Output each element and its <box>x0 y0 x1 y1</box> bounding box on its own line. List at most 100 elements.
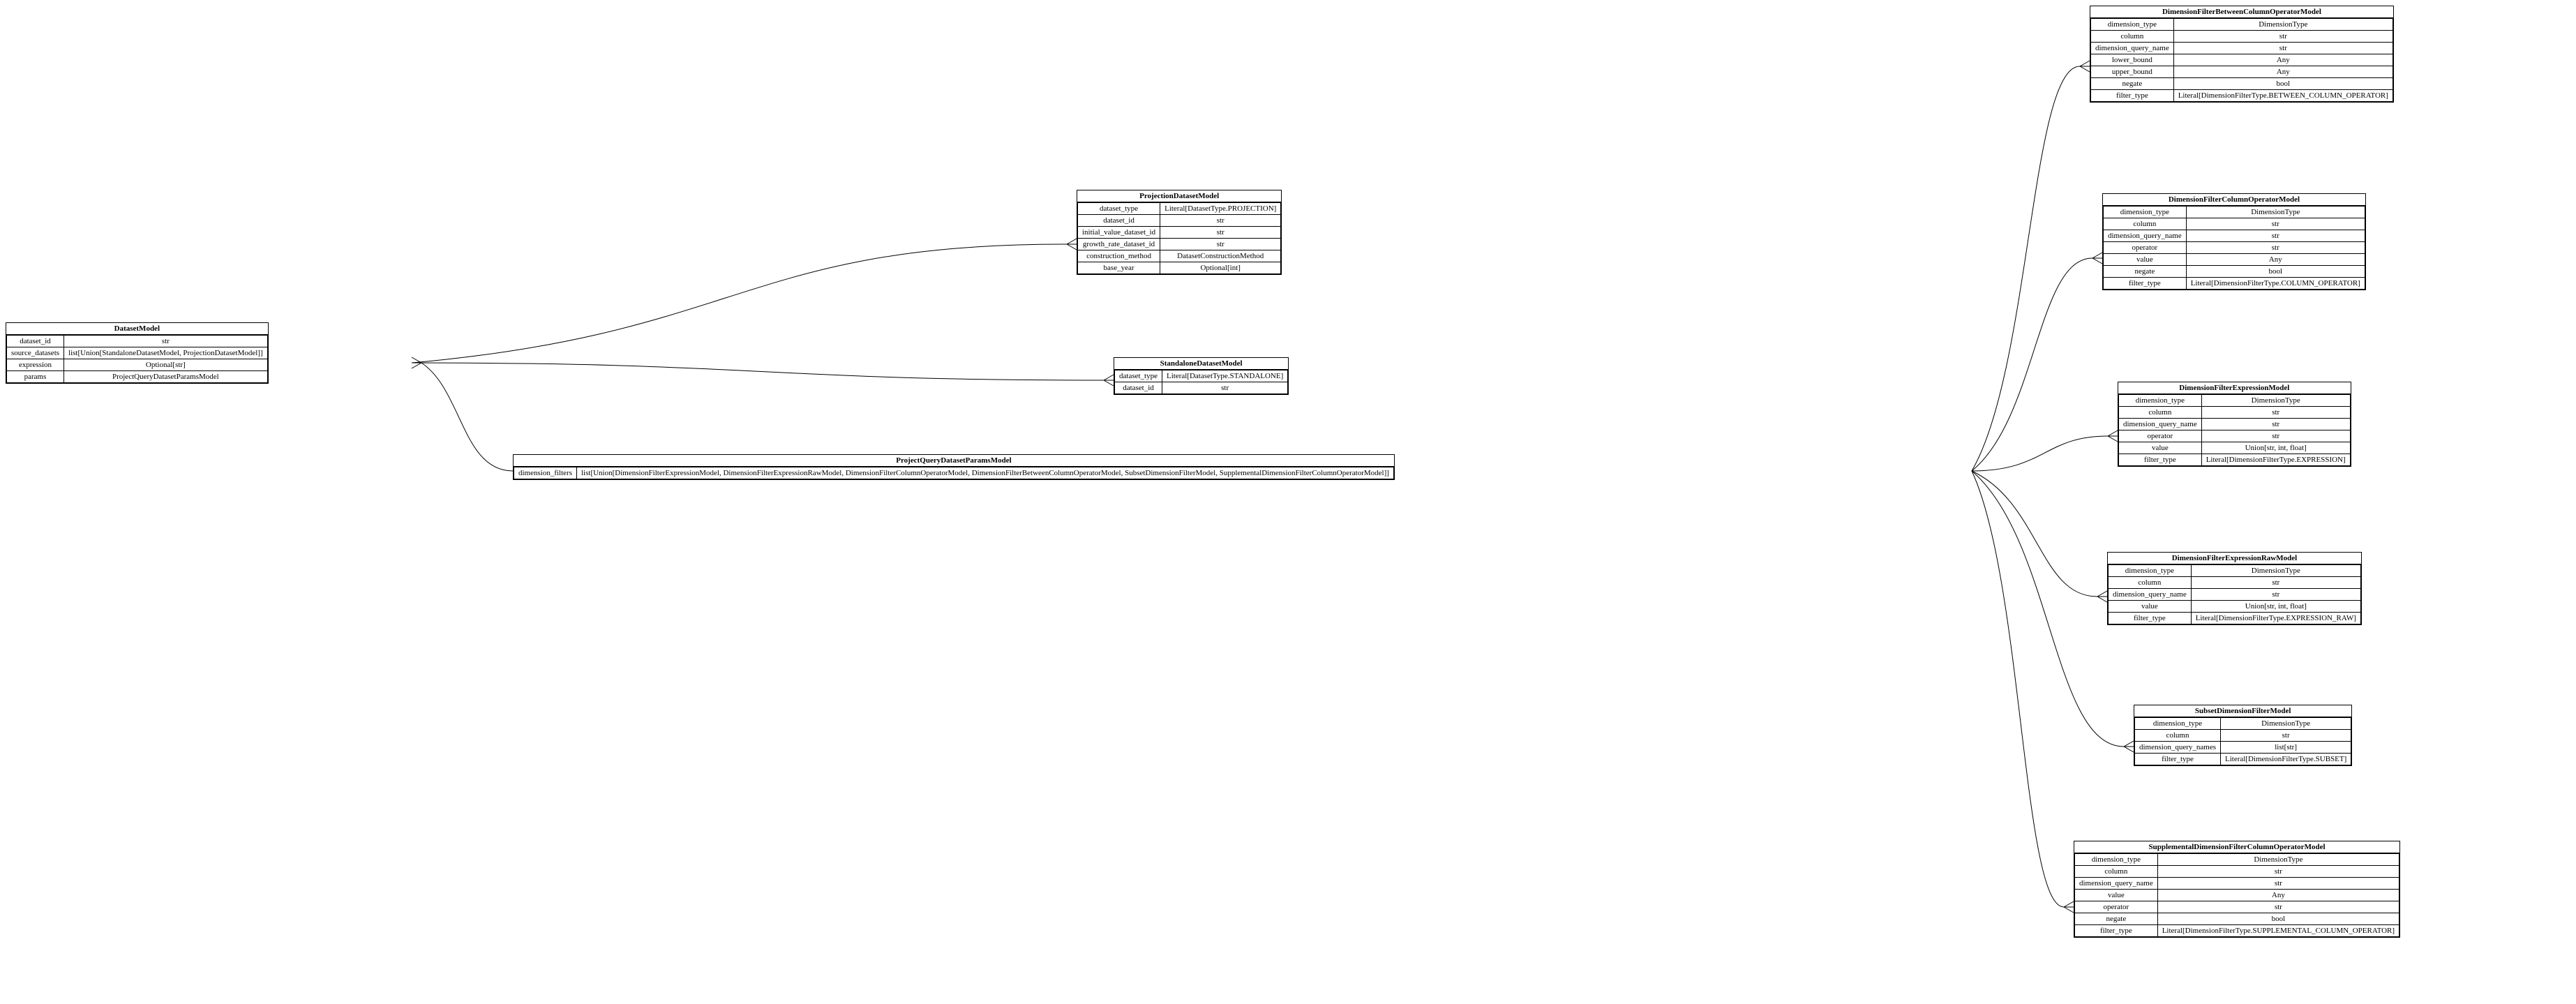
field-name: dimension_query_name <box>2104 230 2187 242</box>
field-name: dimension_type <box>2109 565 2192 577</box>
field-type: Any <box>2173 66 2392 78</box>
table-row: valueAny <box>2104 254 2365 266</box>
field-type: Optional[int] <box>1160 262 1281 274</box>
field-type: Literal[DimensionFilterType.BETWEEN_COLU… <box>2173 90 2392 102</box>
field-type: DimensionType <box>2157 854 2399 866</box>
field-type: bool <box>2173 78 2392 90</box>
field-type: Any <box>2186 254 2365 266</box>
node-fields-table: dataset_typeLiteral[DatasetType.PROJECTI… <box>1077 202 1281 274</box>
field-name: operator <box>2119 430 2202 442</box>
field-name: dimension_type <box>2135 718 2221 730</box>
table-row: filter_typeLiteral[DimensionFilterType.E… <box>2109 613 2361 624</box>
edge <box>1972 66 2080 471</box>
field-name: value <box>2109 601 2192 613</box>
node-title: ProjectionDatasetModel <box>1077 190 1281 202</box>
node-DimensionFilterExpressionRawModel: DimensionFilterExpressionRawModeldimensi… <box>2107 552 2362 625</box>
table-row: source_datasetslist[Union[StandaloneData… <box>7 347 268 359</box>
table-row: dimension_query_namestr <box>2109 589 2361 601</box>
table-row: dimension_query_nameslist[str] <box>2135 742 2351 754</box>
node-title: ProjectQueryDatasetParamsModel <box>514 455 1394 467</box>
field-type: str <box>2157 878 2399 890</box>
field-name: dataset_id <box>1115 382 1162 394</box>
edge <box>412 244 1067 363</box>
field-name: dimension_type <box>2104 207 2187 218</box>
field-type: Union[str, int, float] <box>2201 442 2350 454</box>
field-name: value <box>2104 254 2187 266</box>
field-name: operator <box>2104 242 2187 254</box>
field-name: dataset_type <box>1115 370 1162 382</box>
table-row: filter_typeLiteral[DimensionFilterType.S… <box>2135 754 2351 765</box>
table-row: dataset_typeLiteral[DatasetType.STANDALO… <box>1115 370 1288 382</box>
field-name: column <box>2119 407 2202 419</box>
table-row: initial_value_dataset_idstr <box>1078 227 1281 239</box>
table-row: columnstr <box>2109 577 2361 589</box>
crowfoot-icon <box>2108 430 2118 442</box>
table-row: dimension_typeDimensionType <box>2135 718 2351 730</box>
field-type: str <box>2173 43 2392 54</box>
table-row: negatebool <box>2075 913 2399 925</box>
field-name: lower_bound <box>2091 54 2174 66</box>
field-type: str <box>2157 901 2399 913</box>
field-type: str <box>2201 407 2350 419</box>
table-row: base_yearOptional[int] <box>1078 262 1281 274</box>
field-name: column <box>2075 866 2158 878</box>
crowfoot-icon <box>2064 901 2074 913</box>
field-type: list[str] <box>2220 742 2351 754</box>
field-type: DatasetConstructionMethod <box>1160 250 1281 262</box>
field-name: growth_rate_dataset_id <box>1078 239 1160 250</box>
field-name: filter_type <box>2075 925 2158 937</box>
table-row: upper_boundAny <box>2091 66 2393 78</box>
table-row: columnstr <box>2075 866 2399 878</box>
table-row: dimension_typeDimensionType <box>2109 565 2361 577</box>
field-type: str <box>2173 31 2392 43</box>
table-row: dimension_typeDimensionType <box>2119 395 2351 407</box>
field-name: construction_method <box>1078 250 1160 262</box>
field-name: operator <box>2075 901 2158 913</box>
field-name: dimension_query_name <box>2075 878 2158 890</box>
node-DimensionFilterExpressionModel: DimensionFilterExpressionModeldimension_… <box>2118 382 2351 467</box>
field-name: filter_type <box>2091 90 2174 102</box>
node-DimensionFilterColumnOperatorModel: DimensionFilterColumnOperatorModeldimens… <box>2102 193 2366 290</box>
field-type: str <box>1160 215 1281 227</box>
node-title: DimensionFilterBetweenColumnOperatorMode… <box>2090 6 2393 18</box>
field-type: ProjectQueryDatasetParamsModel <box>64 371 268 383</box>
field-type: str <box>2186 230 2365 242</box>
node-fields-table: dimension_typeDimensionTypecolumnstrdime… <box>2090 18 2393 102</box>
field-type: Literal[DatasetType.PROJECTION] <box>1160 203 1281 215</box>
field-type: str <box>2191 577 2360 589</box>
field-type: str <box>2157 866 2399 878</box>
field-type: Literal[DimensionFilterType.EXPRESSION_R… <box>2191 613 2360 624</box>
field-name: column <box>2135 730 2221 742</box>
field-name: dimension_type <box>2075 854 2158 866</box>
table-row: filter_typeLiteral[DimensionFilterType.E… <box>2119 454 2351 466</box>
edge <box>1972 471 2097 597</box>
node-fields-table: dimension_typeDimensionTypecolumnstrdime… <box>2134 717 2351 765</box>
table-row: dataset_idstr <box>7 336 268 347</box>
field-type: str <box>1162 382 1287 394</box>
field-name: dimension_query_name <box>2119 419 2202 430</box>
table-row: operatorstr <box>2075 901 2399 913</box>
node-title: StandaloneDatasetModel <box>1114 358 1288 370</box>
field-name: upper_bound <box>2091 66 2174 78</box>
edge <box>1972 436 2108 471</box>
field-type: str <box>2201 419 2350 430</box>
table-row: dimension_typeDimensionType <box>2075 854 2399 866</box>
field-name: dimension_query_names <box>2135 742 2221 754</box>
field-name: filter_type <box>2135 754 2221 765</box>
field-name: filter_type <box>2104 278 2187 290</box>
table-row: dimension_typeDimensionType <box>2091 19 2393 31</box>
node-SubsetDimensionFilterModel: SubsetDimensionFilterModeldimension_type… <box>2134 705 2352 766</box>
field-name: dimension_filters <box>514 467 577 479</box>
crowfoot-icon <box>412 357 421 368</box>
field-type: bool <box>2186 266 2365 278</box>
table-row: dimension_query_namestr <box>2091 43 2393 54</box>
field-name: column <box>2104 218 2187 230</box>
field-type: str <box>2201 430 2350 442</box>
table-row: dimension_query_namestr <box>2119 419 2351 430</box>
node-fields-table: dimension_typeDimensionTypecolumnstrdime… <box>2118 394 2351 466</box>
crowfoot-icon <box>2092 253 2102 264</box>
table-row: negatebool <box>2091 78 2393 90</box>
crowfoot-icon <box>1067 239 1077 250</box>
field-type: DimensionType <box>2201 395 2350 407</box>
node-SupplementalDimensionFilterColumnOperatorModel: SupplementalDimensionFilterColumnOperato… <box>2074 841 2400 938</box>
